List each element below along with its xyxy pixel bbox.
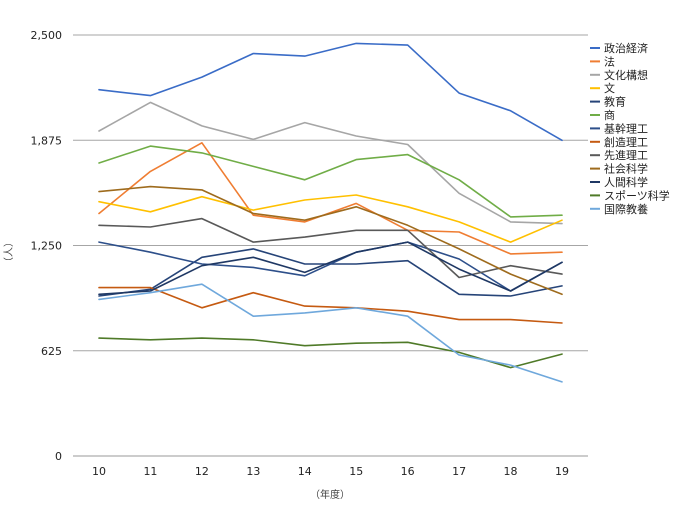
legend-label-7: 創造理工	[604, 135, 648, 149]
y-tick-label: 2,500	[31, 29, 63, 42]
x-tick-label: 14	[298, 465, 312, 478]
legend-label-4: 教育	[604, 95, 626, 109]
x-tick-label: 18	[504, 465, 518, 478]
legend-label-12: 国際教養	[604, 202, 648, 216]
series-line-6	[98, 241, 563, 292]
series-line-7	[98, 286, 563, 324]
legend: 政治経済法文化構想文教育商基幹理工創造理工先進理工社会科学人間科学スポーツ科学国…	[590, 41, 670, 216]
legend-label-9: 社会科学	[604, 162, 648, 176]
y-tick-labels: 0 625 1,250 1,875 2,500	[31, 29, 63, 463]
legend-label-8: 先進理工	[604, 149, 648, 162]
legend-label-6: 基幹理工	[604, 121, 648, 135]
legend-label-1: 法	[604, 54, 615, 68]
y-tick-label: 625	[41, 345, 62, 358]
series-line-2	[98, 101, 563, 225]
x-tick-label: 11	[143, 465, 157, 478]
legend-label-0: 政治経済	[604, 41, 648, 55]
legend-label-5: 商	[604, 108, 615, 122]
y-tick-label: 1,250	[31, 240, 63, 253]
legend-label-3: 文	[604, 81, 615, 95]
series-line-10	[98, 241, 563, 296]
y-tick-label: 1,875	[31, 134, 63, 147]
series-line-5	[98, 145, 563, 218]
x-tick-label: 10	[92, 465, 106, 478]
x-tick-label: 12	[195, 465, 209, 478]
series-line-11	[98, 337, 563, 369]
legend-label-2: 文化構想	[604, 68, 648, 82]
series-line-12	[98, 283, 563, 383]
legend-label-10: 人間科学	[604, 175, 648, 189]
x-tick-label: 17	[452, 465, 466, 478]
x-tick-label: 16	[401, 465, 415, 478]
series-line-9	[98, 185, 563, 296]
x-tick-label: 13	[246, 465, 260, 478]
series-lines	[98, 42, 563, 383]
legend-label-11: スポーツ科学	[604, 188, 670, 202]
y-tick-label: 0	[55, 450, 62, 463]
y-axis-title: （人）	[3, 237, 15, 267]
series-line-8	[98, 217, 563, 279]
x-axis-title: （年度）	[310, 488, 350, 501]
x-tick-label: 19	[555, 465, 569, 478]
series-line-3	[98, 194, 563, 243]
x-tick-label: 15	[349, 465, 363, 478]
series-line-1	[98, 142, 563, 255]
x-tick-labels: 10 11 12 13 14 15 16 17 18 19	[92, 465, 569, 478]
gridlines	[73, 34, 588, 352]
series-line-0	[98, 42, 563, 142]
